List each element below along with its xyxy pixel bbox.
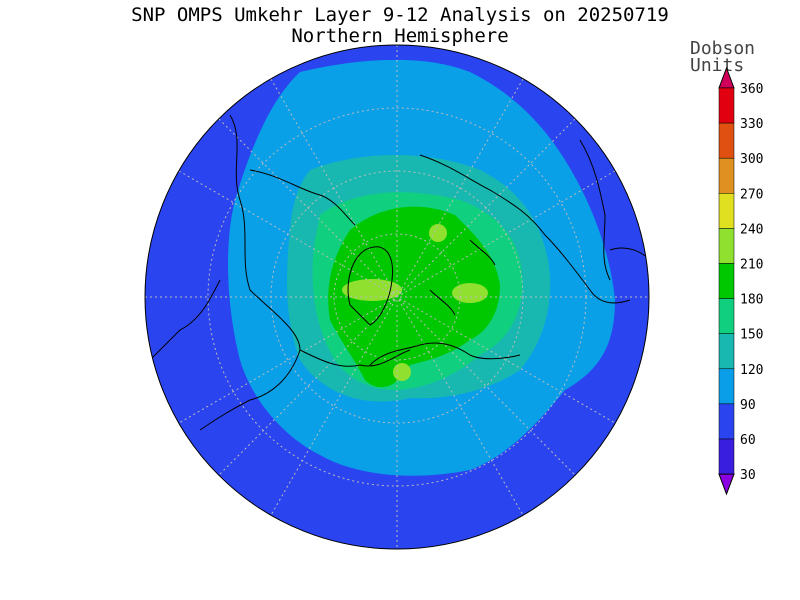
colorbar-segment (718, 298, 735, 334)
colorbar-tick-label: 180 (740, 293, 763, 308)
units-line1: Dobson (690, 38, 756, 59)
colorbar-tick-label: 30 (740, 468, 756, 483)
colorbar-segment (718, 228, 735, 264)
colorbar-tick-label: 210 (740, 258, 763, 273)
colorbar-min-arrow (718, 473, 735, 496)
colorbar-tick-label: 300 (740, 152, 763, 167)
colorbar-tick-label: 150 (740, 328, 763, 343)
map-subtitle: Northern Hemisphere (291, 25, 509, 47)
band-240-patch (429, 224, 447, 242)
colorbar-tick-label: 270 (740, 187, 763, 202)
colorbar-segment (718, 403, 735, 440)
colorbar-segment (718, 157, 735, 194)
colorbar-segment (718, 368, 735, 405)
colorbar-segment (718, 333, 735, 370)
units-line2: Units (690, 55, 745, 76)
colorbar-tick-label: 330 (740, 117, 763, 132)
colorbar-tick-label: 240 (740, 222, 763, 237)
colorbar-tick-label: 360 (740, 82, 763, 97)
ozone-field (145, 45, 649, 549)
band-240-patch (452, 283, 488, 303)
colorbar-segment (718, 263, 735, 299)
band-240-patch (342, 279, 402, 301)
colorbar-segment (718, 122, 735, 159)
band-210 (328, 206, 500, 388)
colorbar-segment (718, 87, 735, 124)
colorbar-tick-label: 60 (740, 433, 756, 448)
map-boundary (144, 44, 650, 550)
colorbar-units-label: Dobson Units (690, 38, 756, 76)
colorbar-max-arrow (718, 66, 735, 89)
colorbar-segment (718, 193, 735, 229)
graticule (145, 45, 649, 549)
coastlines (149, 114, 649, 431)
colorbar: 360 330 300 270 240 210 180 150 120 90 60 30 (718, 66, 763, 496)
map-title: SNP OMPS Umkehr Layer 9-12 Analysis on 2… (131, 4, 669, 26)
colorbar-tick-label: 120 (740, 363, 763, 378)
band-240-patch (393, 363, 411, 381)
colorbar-segment (718, 438, 735, 475)
colorbar-tick-label: 90 (740, 398, 756, 413)
